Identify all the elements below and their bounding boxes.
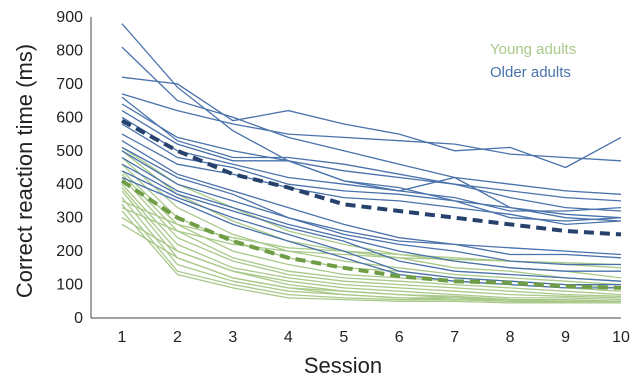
older-participant-line [121,133,622,226]
legend-young-adults: Young adults [490,41,576,58]
older-participant-line [121,93,622,162]
young-participant-line [121,177,622,297]
y-tick-label: 900 [56,9,83,26]
older-participant-line [121,146,622,259]
y-tick-label: 300 [56,210,83,227]
legend-older-adults: Older adults [490,64,571,81]
older-participant-line [121,156,621,272]
older-participant-line [121,96,622,212]
young-participant-line [121,223,621,304]
young-participant-line [121,203,621,304]
older-adult-lines [121,23,622,289]
older-mean-line [121,118,622,237]
x-tick-label: 1 [118,329,127,346]
x-tick-label: 8 [506,329,515,346]
young-participant-line [121,207,622,266]
y-tick-label: 400 [56,176,83,193]
group-mean-lines [120,118,622,290]
legend: Young adults Older adults [490,41,576,81]
older-participant-line [121,103,622,222]
y-tick-label: 100 [56,277,83,294]
y-tick-label: 200 [56,243,83,260]
y-tick-label: 700 [56,76,83,93]
y-tick-label: 600 [56,109,83,126]
x-tick-label: 6 [395,329,404,346]
older-participant-line [121,140,622,256]
older-participant-line [121,76,622,169]
older-participant-line [121,163,622,282]
x-tick-label: 7 [450,329,459,346]
x-tick-label: 9 [561,329,570,346]
x-tick-label: 10 [612,329,630,346]
y-tick-label: 500 [56,143,83,160]
axes: 0 100 200 300 400 500 600 700 800 900 1 2 3 4 5 6 7 8 9 10 [56,9,630,346]
x-tick-label: 5 [339,329,348,346]
young-participant-line [121,157,622,286]
y-tick-label: 800 [56,42,83,59]
older-participant-line [121,150,621,266]
older-participant-line [121,116,622,212]
x-tick-labels: 1 2 3 4 5 6 7 8 9 10 [118,329,630,346]
x-axis-title: Session [304,353,382,378]
young-participant-line [121,183,622,299]
young-participant-line [121,210,621,304]
young-participant-line [121,173,622,296]
y-tick-label: 0 [74,310,83,327]
older-participant-line [121,110,622,202]
older-participant-line [121,46,622,195]
x-tick-label: 3 [228,329,237,346]
young-participant-line [121,217,621,302]
y-tick-labels: 0 100 200 300 400 500 600 700 800 900 [56,9,83,327]
young-mean-line [120,179,622,290]
x-tick-label: 2 [173,329,182,346]
y-axis-title: Correct reaction time (ms) [12,44,37,298]
x-tick-label: 4 [284,329,293,346]
older-participant-line [121,176,621,289]
